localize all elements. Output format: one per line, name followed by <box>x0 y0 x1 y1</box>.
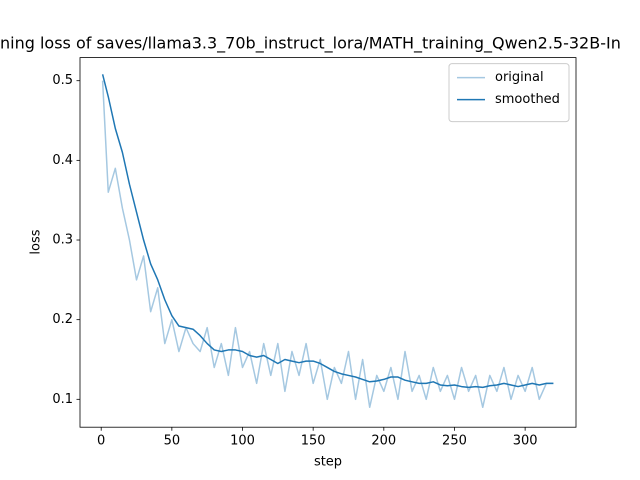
x-tick-label: 150 <box>301 434 326 449</box>
y-axis-label: loss <box>29 229 44 254</box>
series-line <box>101 74 554 389</box>
x-tick-label: 300 <box>513 434 538 449</box>
x-tick-label: 50 <box>164 434 181 449</box>
y-tick-label: 0.4 <box>52 153 73 168</box>
y-tick-label: 0.3 <box>52 233 73 248</box>
plot-frame <box>79 57 577 428</box>
x-tick-label: 200 <box>371 434 396 449</box>
y-tick-label: 0.5 <box>52 73 73 88</box>
x-tick-label: 100 <box>230 434 255 449</box>
x-axis-label: step <box>314 455 342 470</box>
y-tick-label: 0.1 <box>52 392 73 407</box>
x-tick-label: 250 <box>442 434 467 449</box>
legend-label: smoothed <box>495 92 560 107</box>
x-tick-label: 0 <box>97 434 105 449</box>
y-tick-label: 0.2 <box>52 312 73 327</box>
legend-label: original <box>495 70 544 85</box>
chart-title: ning loss of saves/llama3.3_70b_instruct… <box>0 34 621 54</box>
series-line <box>101 80 554 409</box>
